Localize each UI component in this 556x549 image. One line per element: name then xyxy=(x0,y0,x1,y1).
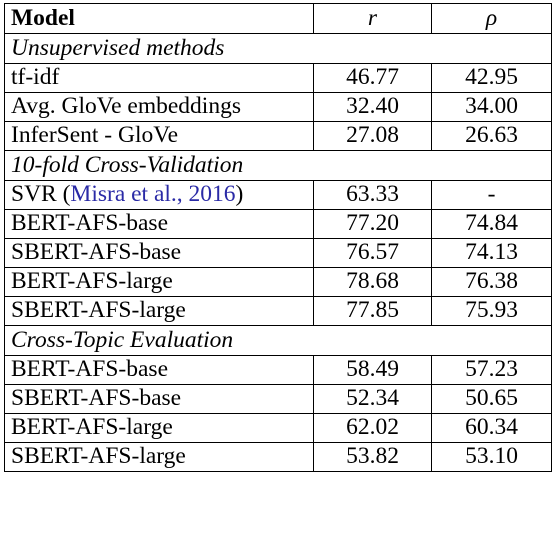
rho-cell: 74.84 xyxy=(431,209,552,239)
citation-close-paren: ) xyxy=(235,181,244,208)
table-row: InferSent - GloVe 27.08 26.63 xyxy=(4,121,552,151)
table-row: BERT-AFS-base 77.20 74.84 xyxy=(4,209,552,239)
table-row: SBERT-AFS-large 77.85 75.93 xyxy=(4,296,552,326)
header-row: Model r ρ xyxy=(4,3,552,34)
r-cell: 76.57 xyxy=(313,238,432,268)
header-r: r xyxy=(313,3,432,34)
rho-cell: 76.38 xyxy=(431,267,552,297)
rho-cell: 34.00 xyxy=(431,92,552,122)
header-rho: ρ xyxy=(431,3,552,34)
model-cell: BERT-AFS-large xyxy=(4,267,314,297)
r-cell: 63.33 xyxy=(313,180,432,210)
rho-cell: 42.95 xyxy=(431,63,552,93)
section-header-cross-topic: Cross-Topic Evaluation xyxy=(4,325,552,356)
table-row: Avg. GloVe embeddings 32.40 34.00 xyxy=(4,92,552,122)
rho-cell: 26.63 xyxy=(431,121,552,151)
header-model: Model xyxy=(4,3,314,34)
model-cell: SBERT-AFS-base xyxy=(4,238,314,268)
r-cell: 58.49 xyxy=(313,355,432,385)
model-cell: InferSent - GloVe xyxy=(4,121,314,151)
rho-cell: 53.10 xyxy=(431,442,552,472)
table-row: BERT-AFS-large 62.02 60.34 xyxy=(4,413,552,443)
table-row: SBERT-AFS-base 52.34 50.65 xyxy=(4,384,552,414)
citation-separator: , xyxy=(176,181,189,208)
citation-open-paren: ( xyxy=(62,181,71,208)
r-cell: 27.08 xyxy=(313,121,432,151)
section-header-unsupervised: Unsupervised methods xyxy=(4,33,552,64)
model-cell: SBERT-AFS-large xyxy=(4,442,314,472)
table-row: SBERT-AFS-base 76.57 74.13 xyxy=(4,238,552,268)
citation-year: 2016 xyxy=(188,181,236,208)
rho-cell: 75.93 xyxy=(431,296,552,326)
table-row: tf-idf 46.77 42.95 xyxy=(4,63,552,93)
r-cell: 77.20 xyxy=(313,209,432,239)
model-cell: Avg. GloVe embeddings xyxy=(4,92,314,122)
citation-author: Misra et al. xyxy=(70,181,177,208)
model-cell: SVR (Misra et al., 2016) xyxy=(4,180,314,210)
model-cell: BERT-AFS-base xyxy=(4,209,314,239)
section-header-cross-validation: 10-fold Cross-Validation xyxy=(4,150,552,181)
model-cell: BERT-AFS-base xyxy=(4,355,314,385)
rho-cell: 57.23 xyxy=(431,355,552,385)
model-cell: SBERT-AFS-large xyxy=(4,296,314,326)
results-table: Model r ρ Unsupervised methods tf-idf 46… xyxy=(4,3,552,472)
r-cell: 62.02 xyxy=(313,413,432,443)
model-cell: tf-idf xyxy=(4,63,314,93)
model-cell: BERT-AFS-large xyxy=(4,413,314,443)
section-title: 10-fold Cross-Validation xyxy=(4,150,552,181)
model-name: SVR xyxy=(11,181,57,208)
table-row: BERT-AFS-large 78.68 76.38 xyxy=(4,267,552,297)
rho-cell: 60.34 xyxy=(431,413,552,443)
rho-cell: 74.13 xyxy=(431,238,552,268)
r-cell: 78.68 xyxy=(313,267,432,297)
r-cell: 53.82 xyxy=(313,442,432,472)
rho-cell: - xyxy=(431,180,552,210)
section-title: Cross-Topic Evaluation xyxy=(4,325,552,356)
citation-link[interactable]: Misra et al., 2016 xyxy=(70,181,236,208)
model-cell: SBERT-AFS-base xyxy=(4,384,314,414)
table-row: SVR (Misra et al., 2016) 63.33 - xyxy=(4,180,552,210)
section-title: Unsupervised methods xyxy=(4,33,552,64)
rho-cell: 50.65 xyxy=(431,384,552,414)
r-cell: 46.77 xyxy=(313,63,432,93)
table-row: SBERT-AFS-large 53.82 53.10 xyxy=(4,442,552,472)
r-cell: 77.85 xyxy=(313,296,432,326)
table-row: BERT-AFS-base 58.49 57.23 xyxy=(4,355,552,385)
r-cell: 52.34 xyxy=(313,384,432,414)
r-cell: 32.40 xyxy=(313,92,432,122)
